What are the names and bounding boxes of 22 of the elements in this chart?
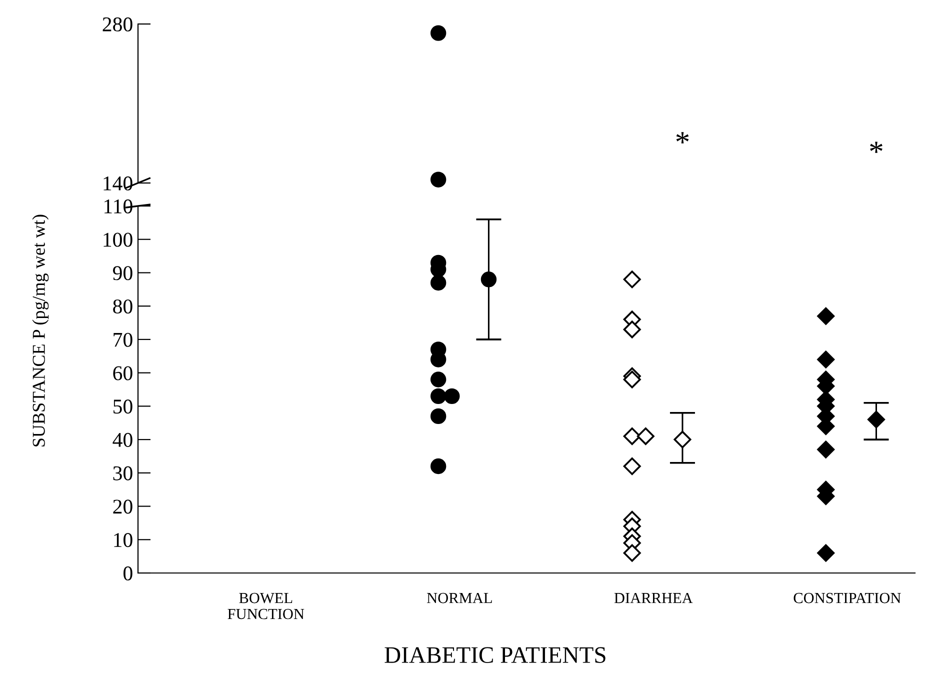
y-tick-label: 80 (113, 299, 132, 314)
y-tick-label: 0 (124, 566, 132, 580)
y-tick-label: 140 (104, 176, 132, 190)
y-tick-label: 20 (113, 500, 132, 514)
x-tick-label: BOWEL FUNCTION (228, 592, 304, 620)
y-tick-label: 110 (104, 199, 132, 214)
y-tick-label: 40 (112, 432, 132, 447)
x-axis-title: DIABETIC PATIENTS (384, 647, 606, 664)
y-tick-label: 70 (114, 332, 132, 347)
y-tick-label: 30 (113, 466, 132, 480)
y-tick-label: 60 (113, 366, 132, 380)
x-tick-label: NORMAL (426, 592, 492, 604)
y-tick-label: 10 (114, 533, 132, 548)
annotation: * (870, 142, 882, 153)
y-tick-label: 90 (112, 266, 132, 280)
y-axis-title: SUBSTANCE P (pg/mg wet wt) (32, 214, 49, 446)
x-tick-label: DIARRHEA (614, 592, 693, 604)
y-tick-label: 100 (104, 232, 132, 247)
x-tick-label: CONSTIPATION (794, 592, 901, 604)
y-tick-label: 280 (102, 17, 132, 32)
annotation: * (676, 132, 689, 144)
y-tick-label: 50 (114, 400, 132, 414)
